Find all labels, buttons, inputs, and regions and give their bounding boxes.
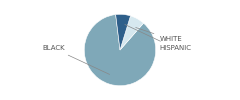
Text: BLACK: BLACK [42,45,110,74]
Text: HISPANIC: HISPANIC [125,24,191,51]
Wedge shape [116,14,131,50]
Wedge shape [120,16,144,50]
Wedge shape [84,15,156,86]
Text: WHITE: WHITE [136,28,182,42]
